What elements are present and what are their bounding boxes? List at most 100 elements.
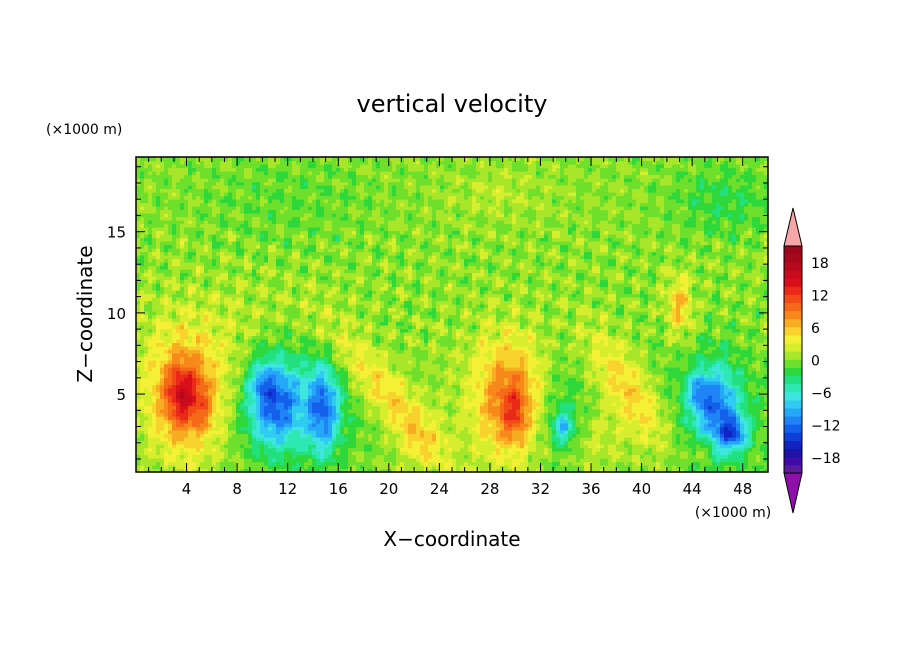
contour-cell xyxy=(244,206,249,211)
contour-cell xyxy=(316,206,321,211)
contour-cell xyxy=(148,342,153,347)
contour-cell xyxy=(164,234,169,239)
contour-cell xyxy=(348,206,353,211)
contour-cell xyxy=(140,465,145,470)
contour-cell xyxy=(152,251,157,256)
contour-cell xyxy=(308,290,313,295)
contour-cell xyxy=(200,416,205,421)
contour-cell xyxy=(136,255,141,260)
contour-cell xyxy=(188,339,193,344)
contour-cell xyxy=(216,353,221,358)
contour-cell xyxy=(172,433,177,438)
contour-cell xyxy=(328,283,333,288)
contour-cell xyxy=(192,213,197,218)
contour-cell xyxy=(336,276,341,281)
contour-cell xyxy=(252,209,257,214)
contour-cell xyxy=(148,433,153,438)
contour-cell xyxy=(268,304,273,309)
contour-cell xyxy=(192,451,197,456)
contour-cell xyxy=(168,262,173,267)
contour-cell xyxy=(224,269,229,274)
contour-cell xyxy=(224,272,229,277)
contour-cell xyxy=(156,419,161,424)
contour-cell xyxy=(348,307,353,312)
contour-cell xyxy=(260,444,265,449)
contour-cell xyxy=(280,304,285,309)
contour-cell xyxy=(228,332,233,337)
contour-cell xyxy=(220,335,225,340)
contour-cell xyxy=(340,213,345,218)
contour-cell xyxy=(144,367,149,372)
contour-cell xyxy=(256,223,261,228)
contour-cell xyxy=(200,353,205,358)
contour-cell xyxy=(140,409,145,414)
contour-cell xyxy=(196,276,201,281)
contour-cell xyxy=(340,223,345,228)
contour-cell xyxy=(304,321,309,326)
contour-cell xyxy=(296,216,301,221)
contour-cell xyxy=(248,279,253,284)
contour-cell xyxy=(316,248,321,253)
contour-cell xyxy=(288,454,293,459)
contour-cell xyxy=(324,388,329,393)
contour-cell xyxy=(328,237,333,242)
contour-cell xyxy=(260,360,265,365)
contour-cell xyxy=(340,300,345,305)
contour-cell xyxy=(200,244,205,249)
contour-cell xyxy=(292,398,297,403)
contour-cell xyxy=(244,248,249,253)
contour-cell xyxy=(216,230,221,235)
contour-cell xyxy=(300,307,305,312)
contour-cell xyxy=(232,192,237,197)
contour-cell xyxy=(316,251,321,256)
contour-cell xyxy=(296,451,301,456)
contour-cell xyxy=(152,356,157,361)
contour-cell xyxy=(256,437,261,442)
contour-cell xyxy=(136,188,141,193)
contour-cell xyxy=(164,444,169,449)
contour-cell xyxy=(248,465,253,470)
contour-cell xyxy=(332,241,337,246)
contour-cell xyxy=(168,192,173,197)
contour-cell xyxy=(236,444,241,449)
contour-cell xyxy=(252,360,257,365)
contour-cell xyxy=(340,234,345,239)
contour-cell xyxy=(300,398,305,403)
contour-cell xyxy=(184,167,189,172)
contour-cell xyxy=(172,171,177,176)
contour-cell xyxy=(340,304,345,309)
contour-cell xyxy=(144,349,149,354)
contour-cell xyxy=(200,433,205,438)
contour-cell xyxy=(336,248,341,253)
contour-cell xyxy=(352,433,357,438)
contour-cell xyxy=(256,181,261,186)
contour-cell xyxy=(136,321,141,326)
contour-cell xyxy=(268,409,273,414)
contour-cell xyxy=(348,398,353,403)
contour-cell xyxy=(184,230,189,235)
contour-cell xyxy=(248,195,253,200)
contour-cell xyxy=(156,234,161,239)
contour-cell xyxy=(292,353,297,358)
contour-cell xyxy=(152,353,157,358)
contour-cell xyxy=(252,423,257,428)
contour-cell xyxy=(292,363,297,368)
contour-cell xyxy=(156,269,161,274)
contour-cell xyxy=(204,300,209,305)
contour-cell xyxy=(308,164,313,169)
contour-cell xyxy=(220,391,225,396)
contour-cell xyxy=(260,181,265,186)
contour-cell xyxy=(328,227,333,232)
contour-cell xyxy=(356,311,361,316)
contour-cell xyxy=(232,328,237,333)
contour-cell xyxy=(288,164,293,169)
contour-cell xyxy=(204,209,209,214)
contour-cell xyxy=(232,293,237,298)
contour-cell xyxy=(192,440,197,445)
contour-cell xyxy=(272,363,277,368)
contour-cell xyxy=(324,363,329,368)
contour-cell xyxy=(160,290,165,295)
contour-cell xyxy=(196,311,201,316)
contour-cell xyxy=(232,426,237,431)
contour-cell xyxy=(268,353,273,358)
